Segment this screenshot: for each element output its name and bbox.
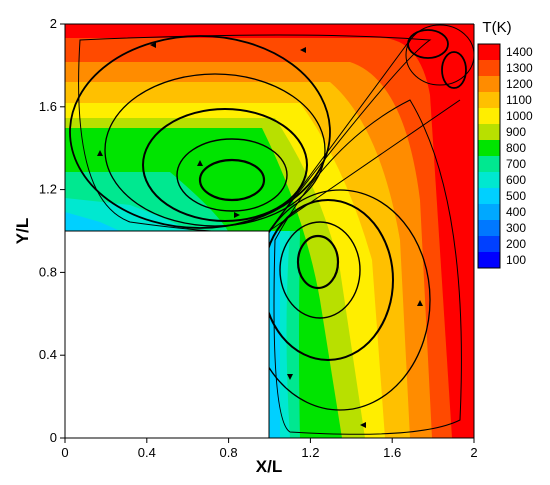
colorbar-label: 100	[506, 253, 526, 267]
colorbar-label: 1300	[506, 61, 533, 75]
streamlines	[69, 24, 474, 435]
colorbar-label: 300	[506, 221, 526, 235]
colorbar-label: 200	[506, 237, 526, 251]
colorbar-swatch	[478, 44, 500, 60]
x-tick-label: 0.4	[138, 445, 156, 460]
y-axis-ticks: 0 0.4 0.8 1.2 1.6 2	[39, 16, 65, 445]
x-tick-label: 0.8	[220, 445, 238, 460]
y-tick-label: 0	[50, 430, 57, 445]
colorbar-swatch	[478, 236, 500, 252]
colorbar-swatch	[478, 60, 500, 76]
x-axis-ticks: 0 0.4 0.8 1.2 1.6 2	[61, 438, 478, 460]
plot-frame	[64, 23, 475, 439]
colorbar-swatch	[478, 76, 500, 92]
y-tick-label: 0.4	[39, 347, 57, 362]
colorbar-label: 600	[506, 173, 526, 187]
y-tick-label: 2	[50, 16, 57, 31]
colorbar-label: 400	[506, 205, 526, 219]
y-tick-label: 1.6	[39, 99, 57, 114]
x-tick-label: 1.6	[383, 445, 401, 460]
colorbar-swatch	[478, 188, 500, 204]
colorbar-swatch	[478, 220, 500, 236]
colorbar-swatch	[478, 140, 500, 156]
colorbar-label: 1100	[506, 93, 532, 107]
y-axis-label: Y/L	[13, 218, 32, 244]
x-axis-label: X/L	[256, 457, 282, 476]
colorbar-legend: T(K) 1400 1300 1200 1100 1000 900 800 700 600 500…	[477, 19, 533, 269]
y-tick-label: 0.8	[39, 264, 57, 279]
colorbar-title: T(K)	[482, 19, 511, 36]
colorbar-label: 1000	[506, 109, 533, 123]
colorbar-swatch	[478, 92, 500, 108]
streamline-arrows	[97, 42, 423, 428]
colorbar-label: 1400	[506, 45, 533, 59]
colorbar-frame	[477, 43, 501, 269]
y-tick-label: 1.2	[39, 182, 57, 197]
x-tick-label: 1.2	[301, 445, 319, 460]
colorbar-swatch	[478, 252, 500, 268]
colorbar: 1400 1300 1200 1100 1000 900 800 700 600 500 400 30…	[477, 43, 533, 269]
colorbar-swatch	[478, 124, 500, 140]
colorbar-label: 500	[506, 189, 526, 203]
x-tick-label: 2	[470, 445, 477, 460]
colorbar-swatch	[478, 204, 500, 220]
x-tick-label: 0	[61, 445, 68, 460]
colorbar-label: 700	[506, 157, 526, 171]
colorbar-swatch	[478, 156, 500, 172]
colorbar-label: 1200	[506, 77, 533, 91]
colorbar-swatch	[478, 108, 500, 124]
colorbar-label: 900	[506, 125, 526, 139]
colorbar-swatch	[478, 172, 500, 188]
colorbar-label: 800	[506, 141, 526, 155]
